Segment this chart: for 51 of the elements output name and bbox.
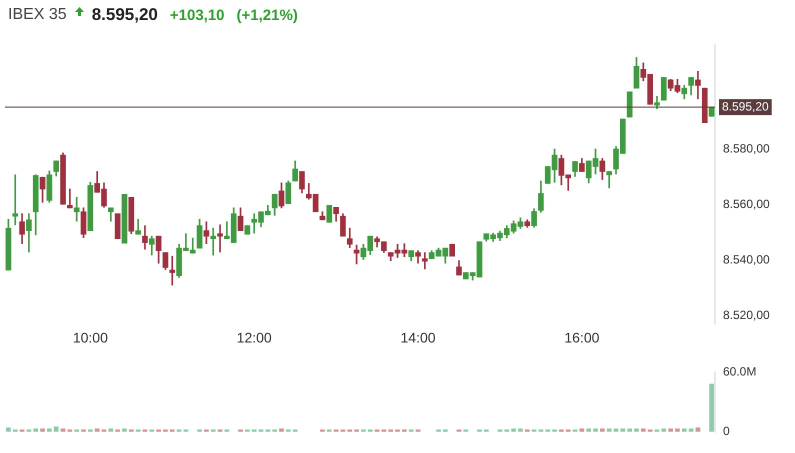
candlestick: [695, 70, 701, 100]
bar: [238, 429, 243, 432]
bar: [122, 428, 127, 432]
text: (+1,21%): [236, 6, 298, 24]
chart-title: IBEX 35: [8, 6, 67, 24]
bar: [416, 429, 420, 432]
bar: [614, 428, 618, 432]
text: +103,10: [170, 6, 225, 24]
bar: [374, 429, 380, 432]
bar: [654, 429, 660, 432]
bar: [54, 426, 59, 432]
bar: [142, 429, 148, 432]
bar: [498, 429, 502, 432]
bar: [552, 429, 557, 432]
y-tick-label: 8.560,00: [723, 197, 770, 212]
y-tick-label: 8.580,00: [723, 142, 770, 156]
bar: [593, 428, 598, 432]
chart-subtitle: 8.595,20: [92, 5, 158, 25]
bar: [436, 429, 441, 432]
bar: [518, 428, 523, 432]
y-tick-label: 8.540,00: [723, 252, 770, 267]
bar: [218, 429, 222, 432]
bar: [102, 429, 106, 432]
bar: [572, 429, 578, 432]
bar: [81, 429, 86, 432]
candlestick: [217, 224, 223, 252]
bar: [163, 429, 168, 432]
ref-line-label: 8.595,20: [722, 99, 770, 114]
y-tick-label: 60.0M: [723, 364, 756, 379]
bar: [279, 428, 284, 432]
bar: [477, 429, 482, 432]
x-tick-label: 10:00: [72, 329, 108, 346]
bar: [60, 428, 66, 432]
y-tick-label: 8.520,00: [723, 308, 770, 322]
bar: [197, 429, 202, 432]
bar: [395, 429, 400, 432]
x-tick-label: 14:00: [400, 329, 436, 346]
bar: [6, 427, 11, 432]
bar: [20, 429, 24, 432]
x-tick-label: 16:00: [564, 329, 600, 346]
bar: [634, 428, 639, 432]
y-tick-label: 0: [723, 424, 730, 438]
bar: [456, 429, 462, 432]
bar: [40, 428, 45, 432]
bar: [340, 429, 346, 432]
bar: [258, 429, 264, 432]
bar: [696, 427, 700, 432]
bar: [675, 428, 680, 432]
bar: [709, 384, 714, 432]
bar: [320, 429, 325, 432]
x-tick-label: 12:00: [236, 329, 272, 346]
